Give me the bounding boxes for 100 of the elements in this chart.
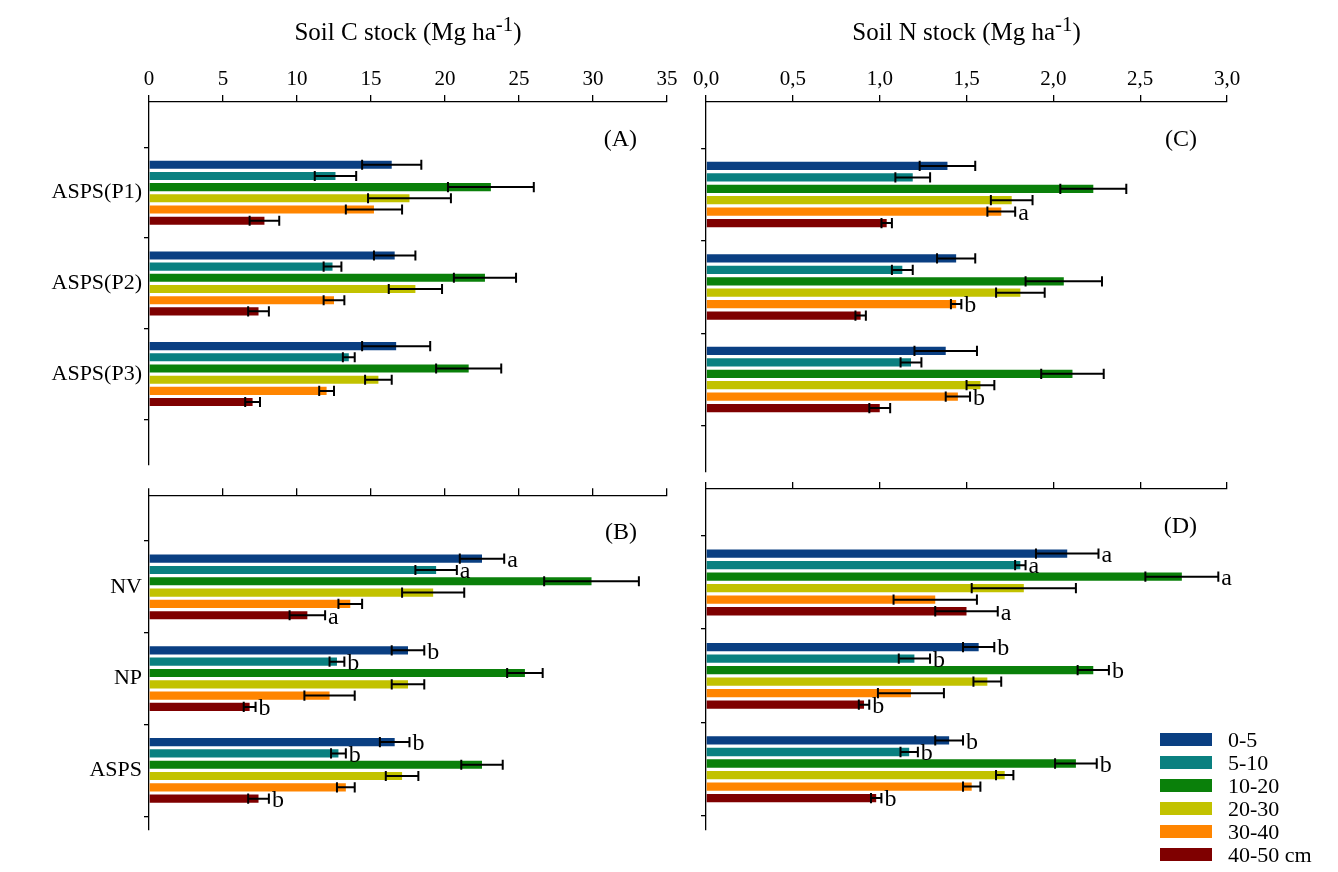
bar bbox=[149, 794, 259, 803]
bar bbox=[149, 554, 482, 563]
bar bbox=[706, 218, 887, 228]
bar bbox=[149, 588, 434, 597]
data-label: b bbox=[348, 740, 361, 767]
x-tick-label: 35 bbox=[656, 65, 678, 90]
bar bbox=[149, 205, 374, 214]
data-label: b bbox=[258, 694, 271, 721]
data-label: a bbox=[1000, 598, 1012, 625]
bar bbox=[149, 262, 333, 271]
data-label: b bbox=[997, 634, 1010, 661]
bar bbox=[149, 599, 351, 608]
bar bbox=[149, 738, 395, 747]
bar bbox=[706, 358, 911, 367]
bar bbox=[149, 771, 403, 781]
bar bbox=[706, 265, 903, 274]
bar bbox=[706, 688, 911, 698]
y-tick-label: NP bbox=[113, 664, 142, 690]
x-tick-label: 0,0 bbox=[693, 65, 720, 90]
data-label: a bbox=[1028, 552, 1040, 579]
bar bbox=[149, 783, 346, 792]
bar bbox=[149, 160, 392, 169]
data-label: a bbox=[1018, 198, 1030, 225]
y-tick-label: ASPS(P1) bbox=[51, 178, 142, 204]
bar bbox=[706, 677, 988, 686]
bar bbox=[149, 307, 259, 316]
x-tick-label: 2,0 bbox=[1040, 65, 1067, 90]
data-label: b bbox=[964, 291, 977, 318]
bar bbox=[706, 381, 981, 390]
x-tick-label: 0,5 bbox=[779, 65, 807, 90]
bar bbox=[706, 184, 1094, 193]
bar bbox=[149, 183, 491, 192]
x-tick-label: 5 bbox=[217, 65, 229, 90]
x-tick-label: 3,0 bbox=[1213, 65, 1241, 90]
bar bbox=[706, 793, 877, 803]
x-axis-title: Soil N stock (Mg ha$^{-1}$) bbox=[851, 12, 1082, 47]
x-tick-label: 1,5 bbox=[953, 65, 980, 90]
x-tick-label: 1,0 bbox=[866, 65, 893, 90]
legend-label: 5-10 bbox=[1228, 750, 1269, 775]
bar bbox=[149, 657, 337, 666]
y-tick-label: ASPS(P3) bbox=[51, 359, 142, 385]
bar bbox=[149, 760, 482, 769]
x-tick-label: 2,5 bbox=[1127, 65, 1154, 90]
x-tick-label: 0 bbox=[143, 65, 155, 90]
bar bbox=[706, 161, 948, 171]
bar bbox=[706, 288, 1021, 297]
bar bbox=[149, 749, 339, 758]
bar bbox=[706, 403, 880, 413]
annotation: (D) bbox=[1163, 512, 1197, 539]
bar bbox=[149, 398, 253, 407]
bar bbox=[706, 782, 972, 791]
legend-label: 30-40 bbox=[1228, 819, 1280, 844]
x-tick-label: 30 bbox=[582, 65, 604, 90]
bar bbox=[706, 607, 967, 616]
annotation: (C) bbox=[1165, 125, 1197, 152]
x-tick-label: 25 bbox=[508, 65, 530, 90]
bar bbox=[706, 311, 861, 320]
bar bbox=[706, 700, 865, 709]
bar bbox=[706, 770, 1005, 780]
bar bbox=[706, 369, 1073, 378]
bar bbox=[149, 680, 408, 689]
bar bbox=[149, 251, 395, 260]
bar bbox=[706, 572, 1182, 581]
legend-label: 20-30 bbox=[1228, 796, 1280, 821]
bar bbox=[706, 173, 913, 182]
data-label: b bbox=[973, 383, 986, 410]
data-label: b bbox=[1111, 657, 1124, 684]
bar bbox=[149, 364, 469, 373]
bar bbox=[706, 654, 915, 663]
data-label: b bbox=[427, 637, 440, 664]
y-tick-label: ASPS(P2) bbox=[51, 269, 142, 295]
bar bbox=[149, 353, 349, 362]
data-label: b bbox=[412, 729, 425, 756]
data-label: a bbox=[328, 602, 340, 629]
bar bbox=[149, 691, 330, 700]
data-label: a bbox=[1101, 540, 1113, 567]
bar bbox=[706, 642, 979, 652]
bar bbox=[149, 577, 592, 586]
y-tick-label: NV bbox=[110, 572, 143, 598]
bar bbox=[149, 342, 397, 351]
annotation: (B) bbox=[605, 518, 637, 545]
bar bbox=[706, 392, 958, 401]
bar bbox=[706, 759, 1076, 768]
bar bbox=[149, 611, 308, 620]
bar bbox=[706, 254, 957, 263]
bar bbox=[706, 346, 946, 356]
bar bbox=[149, 386, 327, 395]
bar bbox=[706, 560, 1021, 570]
bar bbox=[149, 375, 379, 384]
bar bbox=[149, 296, 334, 305]
data-label: b bbox=[872, 691, 885, 718]
x-tick-label: 15 bbox=[360, 65, 382, 90]
bar bbox=[706, 549, 1068, 558]
legend-label: 40-50 cm bbox=[1228, 842, 1312, 867]
bar bbox=[149, 646, 408, 655]
data-label: b bbox=[966, 727, 979, 754]
bar bbox=[706, 207, 1002, 216]
bar bbox=[149, 171, 336, 180]
bar bbox=[706, 584, 1024, 593]
bar bbox=[706, 300, 957, 309]
